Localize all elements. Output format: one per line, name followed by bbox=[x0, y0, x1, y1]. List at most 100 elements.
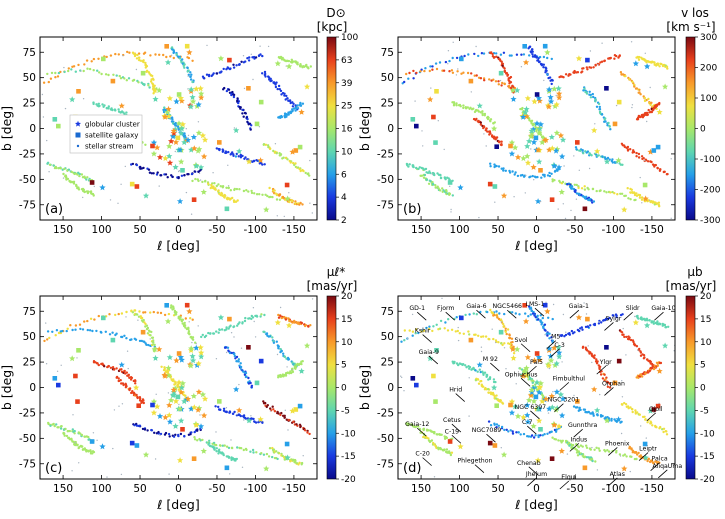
stream-point bbox=[528, 377, 532, 381]
annotation-arrow bbox=[474, 464, 485, 474]
stream-point bbox=[266, 144, 270, 147]
stream-point bbox=[118, 405, 120, 407]
stream-point bbox=[648, 319, 651, 322]
stream-point bbox=[296, 104, 299, 107]
stream-point bbox=[225, 407, 228, 409]
stream-point bbox=[415, 425, 418, 428]
stream-point bbox=[658, 101, 661, 105]
stream-point bbox=[171, 175, 174, 179]
stream-annotation: Elqui bbox=[561, 474, 576, 481]
stream-point bbox=[150, 78, 153, 81]
stream-point bbox=[241, 321, 244, 324]
stream-point bbox=[623, 335, 626, 339]
stream-point bbox=[285, 418, 288, 421]
stream-point bbox=[577, 445, 580, 449]
globular-cluster-marker bbox=[539, 398, 546, 405]
stream-point bbox=[49, 424, 52, 427]
stream-annotation: Gaia-6 bbox=[466, 303, 486, 310]
stream-point bbox=[120, 183, 122, 185]
stream-point bbox=[199, 179, 202, 181]
stream-point bbox=[269, 410, 272, 412]
stream-point bbox=[504, 327, 507, 330]
stream-point bbox=[115, 376, 118, 379]
globular-cluster-marker bbox=[188, 405, 195, 412]
stream-point bbox=[140, 339, 143, 343]
stream-point bbox=[646, 319, 649, 322]
stream-point bbox=[658, 205, 661, 208]
stream-point bbox=[223, 86, 226, 90]
stream-point bbox=[430, 87, 432, 89]
stream-point bbox=[291, 370, 295, 374]
stream-point bbox=[158, 53, 161, 56]
stream-point bbox=[547, 316, 550, 319]
annotation-arrow bbox=[608, 477, 618, 487]
stream-point bbox=[473, 52, 476, 56]
stream-point bbox=[120, 382, 123, 385]
stream-point bbox=[212, 441, 216, 445]
stream-point bbox=[178, 57, 182, 60]
stream-point bbox=[111, 108, 114, 112]
stream-point bbox=[539, 200, 542, 203]
stream-annotation: C-7 bbox=[522, 419, 533, 426]
stream-point bbox=[311, 212, 313, 214]
stream-point bbox=[483, 371, 487, 374]
globular-cluster-marker bbox=[172, 422, 179, 429]
stream-point bbox=[400, 375, 402, 377]
stream-point bbox=[111, 331, 114, 334]
satellite-galaxy-marker bbox=[284, 182, 290, 188]
stream-point bbox=[638, 91, 641, 94]
globular-cluster-marker bbox=[534, 198, 542, 204]
stream-annotation: LMS-1 bbox=[526, 301, 545, 308]
globular-cluster-marker bbox=[621, 206, 628, 213]
stream-point bbox=[126, 50, 129, 54]
satellite-galaxy-marker bbox=[642, 441, 648, 447]
stream-point bbox=[619, 71, 623, 74]
satellite-galaxy-marker bbox=[180, 427, 185, 432]
stream-point bbox=[583, 302, 585, 304]
stream-point bbox=[473, 74, 476, 77]
stream-point bbox=[407, 77, 410, 80]
stream-point bbox=[610, 417, 613, 421]
globular-cluster-marker bbox=[514, 154, 522, 160]
stream-point bbox=[244, 316, 247, 320]
stream-point bbox=[601, 42, 603, 44]
stream-point bbox=[213, 182, 216, 185]
stream-point bbox=[239, 362, 242, 365]
stream-annotation: Gaia-9 bbox=[419, 349, 439, 356]
colorbar-tick-label: 300 bbox=[700, 33, 717, 43]
globular-cluster-marker bbox=[534, 146, 542, 153]
stream-point bbox=[168, 435, 171, 438]
stream-point bbox=[536, 318, 540, 321]
stream-point bbox=[177, 434, 180, 438]
stream-point bbox=[125, 337, 128, 340]
stream-point bbox=[137, 81, 140, 84]
stream-point bbox=[62, 432, 66, 436]
stream-point bbox=[561, 361, 563, 363]
stream-point bbox=[650, 160, 653, 164]
stream-point bbox=[127, 374, 130, 377]
stream-point bbox=[555, 94, 557, 97]
globular-cluster-marker bbox=[656, 367, 663, 374]
stream-point bbox=[235, 355, 239, 359]
stream-annotation: Jhelum bbox=[525, 471, 547, 478]
stream-point bbox=[146, 429, 149, 432]
globular-cluster-marker bbox=[542, 136, 550, 143]
y-tick-label: 50 bbox=[381, 72, 394, 84]
stream-point bbox=[284, 318, 288, 321]
stream-point bbox=[135, 393, 138, 397]
globular-cluster-marker bbox=[528, 130, 535, 136]
stream-point bbox=[638, 88, 641, 92]
globular-cluster-marker bbox=[165, 105, 172, 112]
globular-cluster-marker bbox=[298, 108, 305, 115]
stream-point bbox=[164, 173, 168, 176]
stream-point bbox=[149, 338, 151, 340]
stream-point bbox=[291, 109, 294, 112]
stream-point bbox=[637, 317, 640, 320]
stream-point bbox=[275, 193, 279, 197]
stream-point bbox=[576, 406, 579, 409]
globular-cluster-marker bbox=[195, 406, 202, 413]
stream-point bbox=[235, 152, 238, 156]
globular-cluster-marker bbox=[533, 120, 541, 127]
stream-annotation: Gaia-12 bbox=[405, 421, 429, 428]
globular-cluster-marker bbox=[535, 353, 542, 360]
